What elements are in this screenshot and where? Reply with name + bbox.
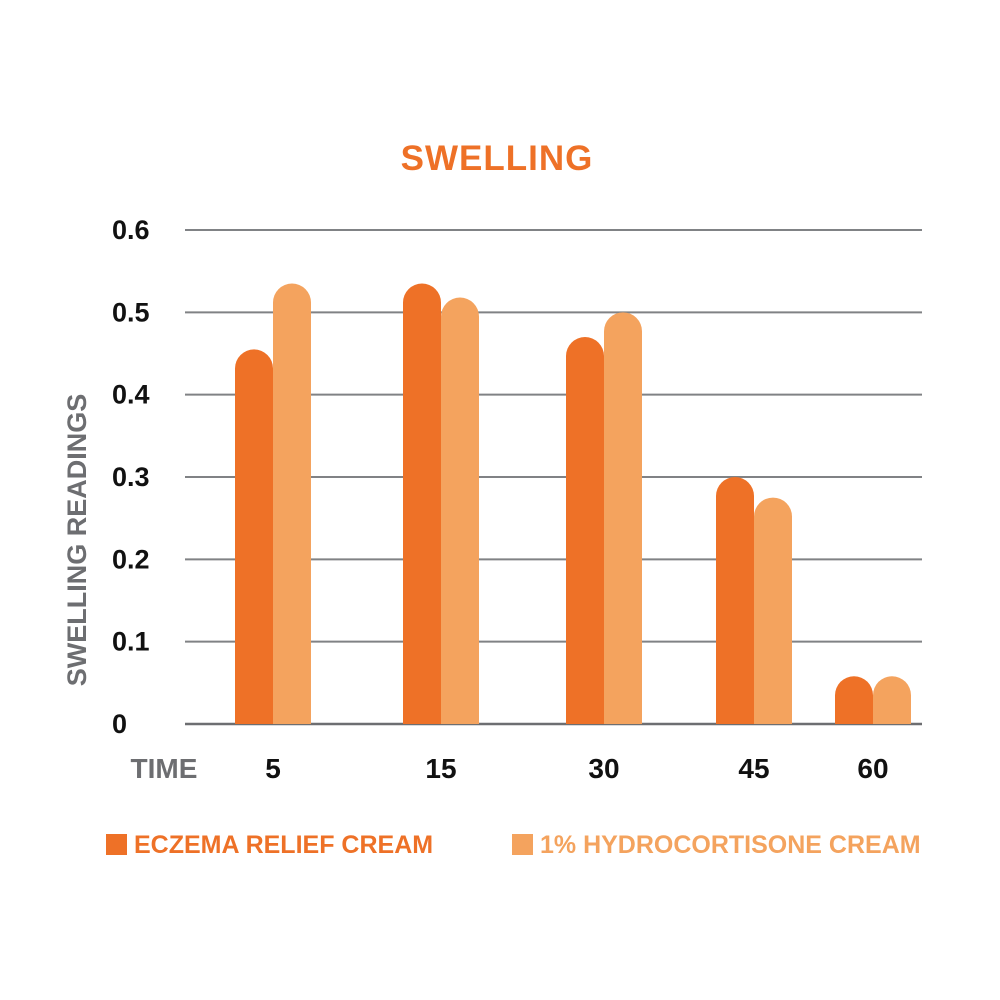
bars — [235, 283, 911, 724]
bar-eczema-60 — [835, 676, 873, 724]
y-tick-label: 0 — [112, 709, 127, 739]
legend-swatch — [512, 834, 533, 855]
y-tick-label: 0.6 — [112, 215, 150, 245]
bar-hydrocortisone-5 — [273, 283, 311, 724]
legend-swatch — [106, 834, 127, 855]
y-tick-label: 0.5 — [112, 297, 150, 327]
bar-eczema-45 — [716, 477, 754, 724]
bar-hydrocortisone-30 — [604, 312, 642, 724]
y-tick-labels: 0 0.1 0.2 0.3 0.4 0.5 0.6 — [112, 215, 150, 739]
legend-label: ECZEMA RELIEF CREAM — [134, 831, 433, 859]
bar-eczema-5 — [235, 349, 273, 724]
y-axis-label: SWELLING READINGS — [62, 394, 92, 687]
x-tick-label: 45 — [738, 753, 769, 784]
x-tick-label: 60 — [857, 753, 888, 784]
bar-hydrocortisone-45 — [754, 497, 792, 724]
y-tick-label: 0.4 — [112, 380, 150, 410]
x-axis-label: TIME — [131, 753, 198, 784]
bar-eczema-30 — [566, 337, 604, 724]
legend: ECZEMA RELIEF CREAM 1% HYDROCORTISONE CRE… — [106, 831, 921, 859]
legend-label: 1% HYDROCORTISONE CREAM — [540, 831, 921, 859]
y-tick-label: 0.2 — [112, 544, 150, 574]
bar-hydrocortisone-15 — [441, 297, 479, 724]
bar-hydrocortisone-60 — [873, 676, 911, 724]
x-tick-label: 30 — [588, 753, 619, 784]
y-tick-label: 0.1 — [112, 627, 150, 657]
chart-title: SWELLING — [401, 139, 594, 178]
x-tick-labels: 5 15 30 45 60 — [265, 753, 888, 784]
x-tick-label: 5 — [265, 753, 281, 784]
x-tick-label: 15 — [425, 753, 456, 784]
bar-eczema-15 — [403, 283, 441, 724]
y-tick-label: 0.3 — [112, 462, 150, 492]
